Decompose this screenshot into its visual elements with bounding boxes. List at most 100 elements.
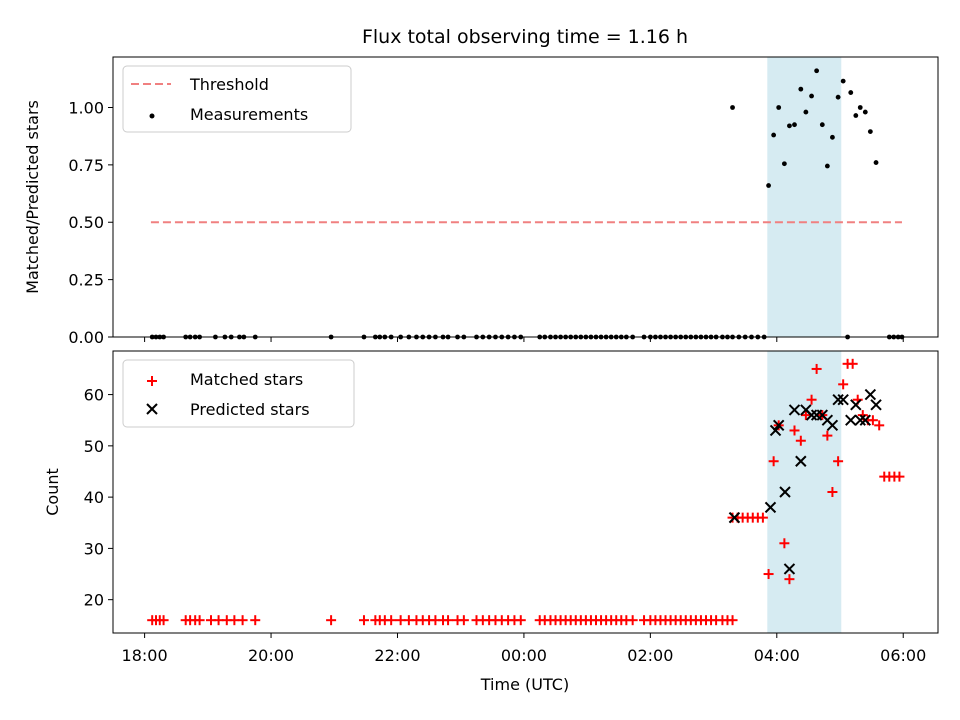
bottom-y-tick-label: 60: [84, 386, 104, 405]
bottom-y-tick-label: 50: [84, 437, 104, 456]
measurement-point: [830, 134, 835, 140]
measurement-point: [814, 68, 820, 74]
matched-star-point: [194, 615, 205, 626]
top-y-tick-label: 1.00: [68, 98, 104, 117]
bottom-plot-frame: [112, 350, 939, 634]
measurement-point: [787, 123, 792, 129]
top-y-tick-label: 0.50: [68, 213, 104, 232]
predicted-star-point: [805, 409, 818, 421]
matched-star-point: [806, 394, 817, 405]
chart-title: Flux total observing time = 1.16 h: [362, 26, 688, 48]
matched-star-point: [894, 471, 905, 482]
predicted-star-point: [764, 501, 777, 514]
x-tick-label: 22:00: [374, 646, 420, 665]
matched-star-point: [386, 615, 397, 626]
x-tick-label: 02:00: [627, 646, 673, 665]
top-y-axis-label: Matched/Predicted stars: [23, 100, 42, 294]
predicted-star-point: [832, 394, 844, 406]
matched-star-point: [757, 512, 768, 523]
predicted-star-point: [864, 388, 877, 401]
x-tick-label: 04:00: [754, 646, 800, 665]
matched-star-point: [237, 615, 248, 626]
top-highlight-span: [767, 57, 842, 337]
bottom-legend: Matched stars Predicted stars: [122, 359, 355, 428]
measurement-point: [771, 132, 777, 138]
legend-measurements-label: Measurements: [190, 105, 308, 124]
measurement-point: [792, 122, 797, 128]
matched-star-point: [811, 363, 822, 374]
predicted-star-point: [783, 563, 796, 575]
matched-star-point: [789, 425, 800, 436]
matched-star-point: [627, 615, 638, 626]
predicted-star-point: [728, 511, 741, 524]
matched-star-point: [784, 574, 795, 585]
matched-star-point: [515, 615, 526, 626]
top-y-tick-label: 0.00: [68, 328, 104, 347]
measurement-point: [873, 160, 879, 165]
legend-measurements-marker: [149, 113, 155, 119]
predicted-star-point: [772, 419, 785, 432]
measurement-point: [862, 109, 868, 115]
predicted-star-point: [795, 455, 807, 467]
predicted-star-point: [850, 399, 862, 411]
bottom-panel: 20 30 40 50 60 18:00 20:00 22:00 00:00 02:00 04:0…: [43, 350, 939, 694]
predicted-star-point: [837, 394, 849, 406]
matched-star-point: [822, 430, 833, 441]
measurement-point: [730, 105, 735, 110]
x-tick-label: 00:00: [501, 646, 547, 665]
x-tick-label: 20:00: [248, 646, 294, 665]
top-panel: 0.00 0.25 0.50 0.75 1.00 Matched/Predicted s…: [23, 56, 939, 347]
legend-threshold-label: Threshold: [189, 75, 269, 94]
matched-star-point: [768, 456, 779, 467]
legend-predicted-label: Predicted stars: [190, 400, 310, 419]
measurement-point: [857, 105, 863, 110]
predicted-star-point: [826, 419, 839, 432]
predicted-star-point: [870, 399, 882, 411]
matched-star-point: [326, 615, 337, 626]
bottom-y-tick-label: 30: [84, 539, 104, 558]
measurement-point: [840, 78, 846, 84]
matched-star-point: [358, 615, 369, 626]
matched-star-point: [727, 615, 738, 626]
predicted-star-point: [854, 414, 866, 426]
x-tick-label: 06:00: [880, 646, 926, 665]
matched-star-point: [158, 615, 169, 626]
top-legend: Threshold Measurements: [122, 65, 352, 133]
bottom-y-tick-label: 20: [84, 591, 104, 610]
bottom-y-tick-label: 40: [84, 488, 104, 507]
legend-matched-marker: [147, 376, 157, 386]
predicted-star-point: [845, 414, 857, 426]
predicted-star-point: [788, 404, 801, 416]
x-tick-label: 18:00: [122, 646, 168, 665]
measurement-point: [848, 90, 854, 95]
matched-star-point: [443, 615, 454, 626]
bottom-y-axis-label: Count: [43, 468, 62, 516]
measurement-point: [824, 163, 830, 169]
top-y-tick-label: 0.25: [68, 271, 104, 290]
top-y-tick-label: 0.75: [68, 156, 104, 175]
predicted-star-point: [779, 486, 791, 498]
matched-star-point: [250, 615, 261, 626]
predicted-star-point: [769, 424, 782, 437]
matched-star-point: [874, 420, 885, 431]
measurement-point: [853, 113, 859, 118]
measurement-point: [803, 109, 809, 115]
matched-star-point: [763, 569, 774, 580]
matched-star-point: [867, 415, 878, 426]
measurement-point: [867, 129, 873, 134]
measurement-point: [766, 183, 771, 188]
measurement-point: [781, 161, 787, 167]
matched-star-point: [795, 435, 806, 446]
matched-star-point: [838, 379, 849, 390]
legend-matched-label: Matched stars: [190, 370, 303, 389]
measurement-point: [798, 86, 804, 92]
matched-star-point: [827, 487, 838, 497]
predicted-star-point: [859, 414, 872, 426]
measurement-point: [776, 105, 782, 110]
matched-star-point: [847, 358, 858, 369]
matched-star-point: [833, 456, 844, 467]
matched-star-point: [779, 538, 790, 549]
measurement-point: [809, 93, 814, 99]
measurement-point: [819, 122, 825, 128]
